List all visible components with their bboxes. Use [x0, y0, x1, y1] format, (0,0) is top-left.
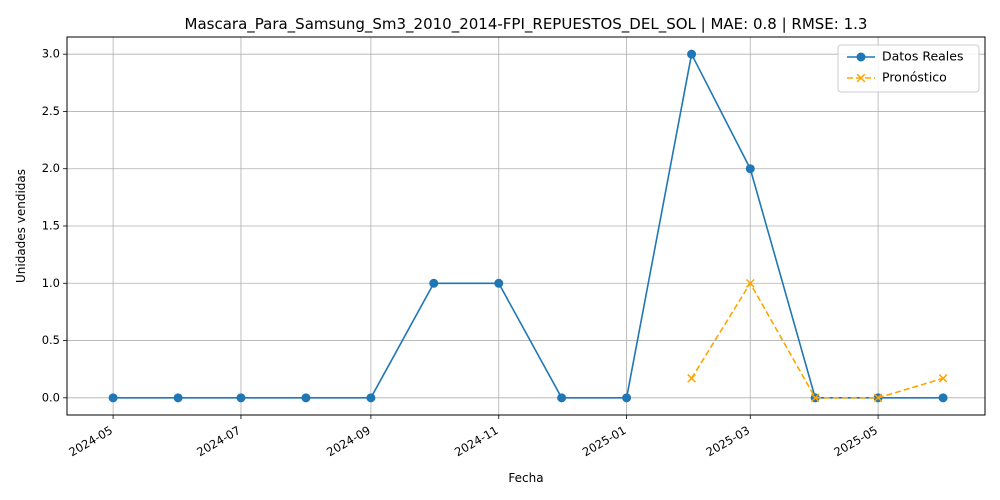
data-point	[810, 393, 820, 403]
y-tick-label: 0.0	[42, 390, 60, 404]
data-point	[687, 374, 696, 383]
grid	[67, 37, 985, 415]
x-tick-label: 2025-01	[580, 423, 629, 459]
data-point	[687, 49, 697, 59]
y-tick-label: 2.5	[42, 104, 60, 118]
data-point	[873, 393, 883, 403]
legend-marker	[856, 52, 866, 62]
x-tick-label: 2024-05	[66, 423, 115, 459]
x-tick-label: 2025-03	[704, 423, 753, 459]
data-point	[557, 393, 567, 403]
legend: Datos Reales Pronóstico	[837, 44, 980, 93]
series-line	[113, 53, 944, 399]
y-tick-label: 1.0	[42, 276, 60, 290]
legend-entry: Pronóstico	[847, 70, 947, 85]
x-axis-label: Fecha	[508, 471, 543, 485]
data-point	[366, 393, 376, 403]
y-axis-label: Unidades vendidas	[14, 169, 28, 283]
y-tick-label: 0.5	[42, 333, 60, 347]
data-point	[938, 393, 948, 403]
y-tick-label: 2.0	[42, 161, 60, 175]
data-point	[494, 278, 504, 288]
data-point	[622, 393, 632, 403]
chart-title: Mascara_Para_Samsung_Sm3_2010_2014-FPI_R…	[185, 15, 868, 34]
data-point	[745, 278, 755, 288]
series-1	[687, 278, 948, 403]
legend-label: Datos Reales	[882, 49, 963, 64]
x-tick-label: 2024-11	[452, 423, 501, 459]
data-point	[938, 374, 948, 383]
x-tick-label: 2024-07	[194, 423, 243, 459]
data-point	[236, 393, 246, 403]
data-point	[301, 393, 311, 403]
y-tick-label: 3.0	[42, 47, 60, 61]
data-point	[745, 164, 755, 174]
series-0	[108, 49, 948, 403]
series-layer	[108, 49, 948, 403]
x-tick-label: 2024-09	[324, 423, 373, 459]
x-tick-label: 2025-05	[831, 423, 880, 459]
y-tick-label: 1.5	[42, 219, 60, 233]
legend-marker	[856, 73, 866, 83]
data-point	[429, 278, 439, 288]
legend-label: Pronóstico	[882, 70, 947, 85]
data-point	[108, 393, 118, 403]
data-point	[173, 393, 183, 403]
legend-entry: Datos Reales	[847, 49, 963, 64]
